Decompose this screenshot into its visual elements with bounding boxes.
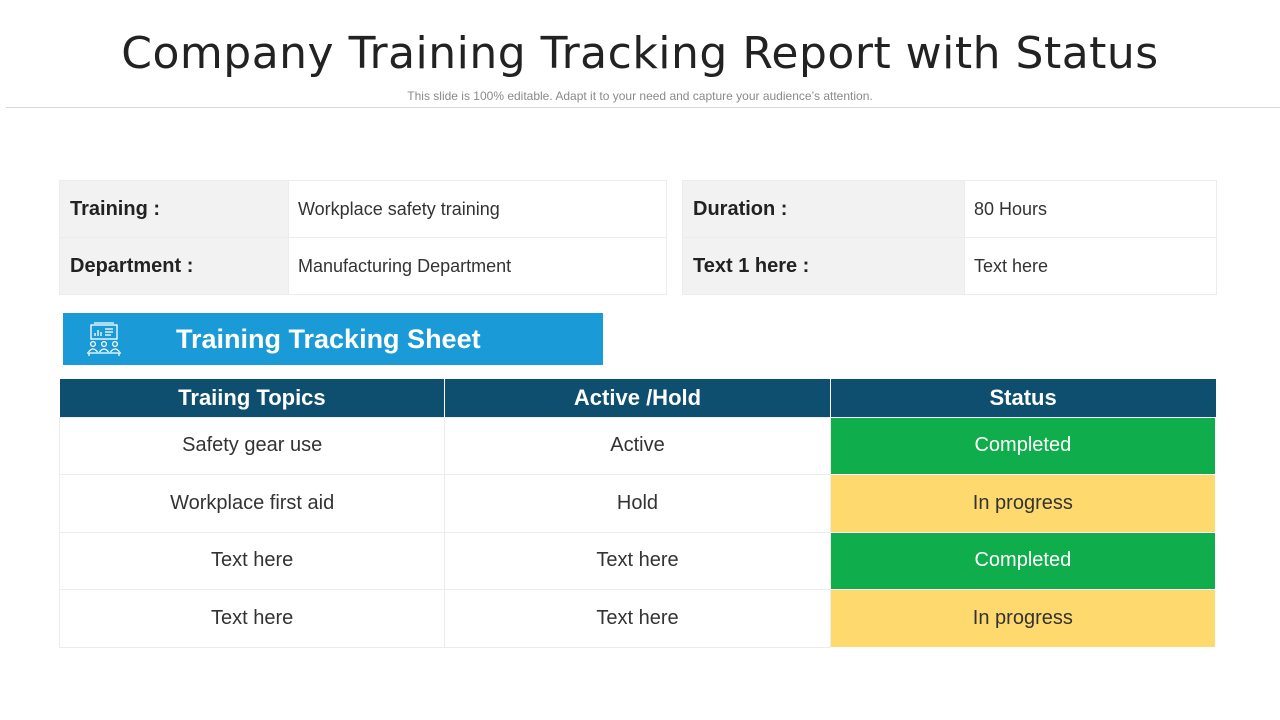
column-header-status: Status — [829, 379, 1216, 417]
info-row: Text 1 here : Text here — [682, 237, 1217, 295]
info-value-department: Manufacturing Department — [288, 237, 667, 295]
column-header-topics: Traiing Topics — [59, 379, 446, 417]
table-header-row: Traiing Topics Active /Hold Status — [59, 379, 1216, 417]
tracking-sheet-banner: Training Tracking Sheet — [63, 313, 603, 365]
tracking-table: Traiing Topics Active /Hold Status Safet… — [58, 379, 1217, 648]
table-row: Text here Text here In progress — [58, 589, 1217, 648]
cell-state: Text here — [444, 589, 831, 648]
cell-state: Hold — [444, 474, 831, 533]
title-divider — [6, 107, 1280, 108]
status-badge: In progress — [829, 589, 1217, 648]
info-row: Duration : 80 Hours — [682, 180, 1217, 238]
status-badge: Completed — [829, 531, 1217, 590]
info-table-right: Duration : 80 Hours Text 1 here : Text h… — [682, 180, 1217, 295]
info-row: Training : Workplace safety training — [59, 180, 667, 238]
info-key-duration: Duration : — [682, 180, 965, 238]
table-row: Workplace first aid Hold In progress — [58, 474, 1217, 533]
cell-topic: Workplace first aid — [58, 474, 446, 533]
table-row: Safety gear use Active Completed — [58, 416, 1217, 475]
status-badge: In progress — [829, 474, 1217, 533]
info-key-text1: Text 1 here : — [682, 237, 965, 295]
tracking-sheet-title: Training Tracking Sheet — [176, 324, 481, 354]
info-value-text1: Text here — [964, 237, 1217, 295]
status-badge: Completed — [829, 416, 1217, 475]
info-value-training: Workplace safety training — [288, 180, 667, 238]
info-key-department: Department : — [59, 237, 289, 295]
table-row: Text here Text here Completed — [58, 531, 1217, 590]
info-value-duration: 80 Hours — [964, 180, 1217, 238]
training-presentation-icon — [87, 322, 121, 356]
page-subtitle: This slide is 100% editable. Adapt it to… — [407, 89, 873, 103]
info-table-left: Training : Workplace safety training Dep… — [59, 180, 667, 295]
page-title: Company Training Tracking Report with St… — [121, 28, 1159, 79]
cell-topic: Text here — [58, 589, 446, 648]
cell-topic: Text here — [58, 531, 446, 590]
column-header-active-hold: Active /Hold — [444, 379, 831, 417]
info-key-training: Training : — [59, 180, 289, 238]
cell-state: Text here — [444, 531, 831, 590]
cell-state: Active — [444, 416, 831, 475]
info-row: Department : Manufacturing Department — [59, 237, 667, 295]
cell-topic: Safety gear use — [58, 416, 446, 475]
